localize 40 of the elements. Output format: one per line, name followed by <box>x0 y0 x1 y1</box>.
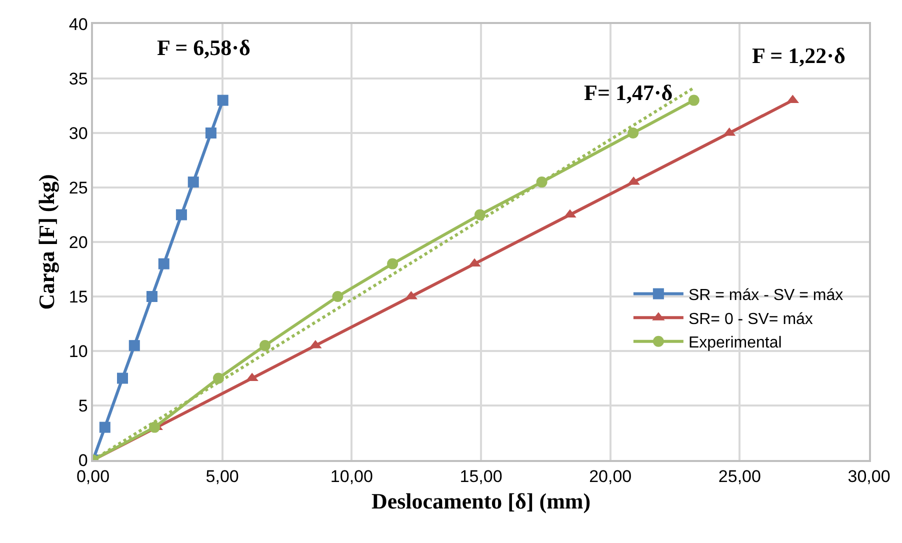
y-tick-label: 0 <box>78 450 88 470</box>
point <box>387 258 398 270</box>
point <box>217 94 228 106</box>
x-tick-label: 20,00 <box>589 467 632 486</box>
point <box>158 258 170 270</box>
x-axis-title: Deslocamento [δ] (mm) <box>371 488 591 514</box>
point <box>146 291 158 302</box>
point <box>188 176 199 188</box>
point <box>332 291 344 302</box>
point <box>149 422 160 433</box>
y-tick-label: 10 <box>68 342 88 361</box>
y-tick-label: 40 <box>68 14 88 34</box>
point <box>474 209 486 220</box>
point <box>99 422 110 433</box>
y-tick-label: 30 <box>68 124 88 143</box>
y-tick-label: 35 <box>68 69 88 88</box>
y-tick-label: 5 <box>78 396 88 416</box>
y-tick-label: 20 <box>68 232 88 252</box>
x-tick-label: 15,00 <box>460 467 502 486</box>
point <box>205 128 216 138</box>
legend-label: Experimental <box>688 334 782 352</box>
annotation: F= 1,47·δ <box>584 80 673 105</box>
point <box>688 94 700 106</box>
legend-label: SR = máx - SV = máx <box>688 287 844 304</box>
y-axis-title: Carga [F] (kg) <box>34 174 60 310</box>
x-tick-label: 30,00 <box>848 467 890 486</box>
annotation: F = 6,58·δ <box>157 35 250 60</box>
point <box>128 340 140 352</box>
x-tick-label: 5,00 <box>206 467 239 486</box>
point <box>260 340 271 352</box>
x-tick-label: 0,00 <box>76 467 110 486</box>
point <box>176 209 187 220</box>
legend-label: SR= 0 - SV= máx <box>688 310 813 328</box>
annotation: F = 1,22·δ <box>752 43 846 68</box>
x-tick-label: 10,00 <box>330 467 373 486</box>
y-tick-label: 15 <box>68 287 88 306</box>
point <box>628 128 639 138</box>
y-tick-label: 25 <box>68 178 88 198</box>
x-tick-label: 25,00 <box>718 467 761 486</box>
point <box>116 372 128 384</box>
